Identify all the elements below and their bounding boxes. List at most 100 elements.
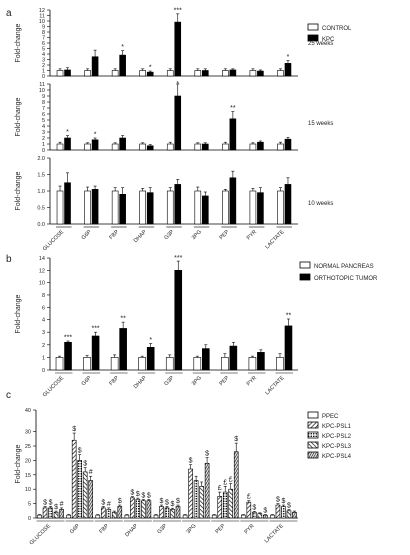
y-tick-label-a15-3: 3 bbox=[42, 130, 45, 136]
sig-a25-3: * bbox=[149, 65, 152, 72]
bar-a25-4-1 bbox=[174, 21, 182, 77]
bar-b-6-0 bbox=[221, 357, 229, 371]
sig-b-1: *** bbox=[91, 326, 99, 333]
bar-a25-7-1 bbox=[257, 70, 264, 77]
bar-a15-3-0 bbox=[139, 143, 146, 151]
y-tick-label-b-5: 6 bbox=[42, 305, 45, 311]
y-tick-label-a15-5: 5 bbox=[42, 118, 45, 124]
bar-c-0-0 bbox=[37, 514, 42, 519]
bar-a10-6-1 bbox=[229, 177, 237, 225]
sig-c-2-2: # bbox=[107, 501, 111, 508]
sig-c-3-4: $ bbox=[147, 493, 151, 500]
sig-c-0-2: $ bbox=[49, 499, 53, 506]
bar-c-7-0 bbox=[241, 514, 246, 519]
sig-c-1-1: $ bbox=[72, 426, 76, 433]
y-tick-label-a10-1: 0.5 bbox=[37, 206, 45, 212]
sig-c-6-3: £ bbox=[229, 476, 233, 483]
y-tick-label-a15-9: 9 bbox=[42, 94, 45, 100]
category-label-b-0: GLUCOSE bbox=[42, 375, 65, 398]
y-tick-label-c-6: 30 bbox=[25, 430, 31, 436]
y-tick-label-a15-4: 4 bbox=[42, 124, 45, 130]
sig-c-7-1: £ bbox=[247, 494, 251, 501]
legend-c-swatch-0 bbox=[307, 411, 319, 419]
y-tick-label-b-4: 4 bbox=[42, 318, 45, 324]
sig-c-7-4: $ bbox=[263, 508, 267, 515]
bar-b-3-1 bbox=[146, 347, 155, 371]
bar-a25-3-0 bbox=[139, 70, 146, 77]
category-label-b-3: DHAP bbox=[133, 375, 148, 390]
y-tick-label-a25-5: 5 bbox=[42, 47, 45, 53]
bar-b-2-1 bbox=[119, 328, 127, 371]
bar-c-2-4 bbox=[117, 506, 123, 519]
bar-b-7-0 bbox=[248, 357, 257, 371]
bar-a25-8-0 bbox=[277, 70, 284, 77]
bar-c-0-2 bbox=[48, 507, 53, 519]
bar-c-5-2 bbox=[193, 480, 199, 519]
bar-c-4-3 bbox=[170, 509, 175, 519]
y-tick-label-c-4: 20 bbox=[25, 458, 31, 464]
bar-a10-3-0 bbox=[139, 190, 146, 225]
sig-a15-1: * bbox=[94, 132, 97, 139]
y-tick-label-a15-7: 7 bbox=[42, 106, 45, 112]
y-tick-label-a15-2: 2 bbox=[42, 136, 45, 142]
bar-a15-6-1 bbox=[229, 118, 237, 151]
bar-a25-4-0 bbox=[166, 70, 174, 77]
bar-a15-1-0 bbox=[84, 143, 91, 151]
category-label-a10-5: 3PG bbox=[191, 229, 203, 241]
sig-c-1-4: # bbox=[89, 469, 93, 476]
bar-a10-2-1 bbox=[119, 194, 126, 225]
bar-a10-0-1 bbox=[64, 182, 71, 225]
bar-a25-8-1 bbox=[284, 63, 292, 77]
bar-a10-1-0 bbox=[84, 190, 91, 225]
bar-a15-2-0 bbox=[111, 143, 119, 151]
category-label-c-3: DHAP bbox=[124, 523, 139, 538]
bar-a10-0-0 bbox=[56, 190, 64, 225]
y-tick-label-a25-3: 3 bbox=[42, 58, 45, 64]
category-label-b-5: 3PG bbox=[191, 375, 203, 387]
bar-c-3-2 bbox=[135, 498, 141, 519]
bar-c-5-3 bbox=[199, 486, 204, 519]
bar-c-3-3 bbox=[141, 500, 146, 519]
y-tick-label-b-7: 10 bbox=[39, 281, 45, 287]
legend-a-swatch-control bbox=[307, 23, 319, 31]
legend-a-label-control: CONTROL bbox=[322, 26, 352, 32]
category-label-b-2: FBP bbox=[108, 375, 120, 387]
legend-b-label-tumor: ORTHOTOPIC TUMOR bbox=[314, 276, 378, 282]
bar-c-8-1 bbox=[275, 504, 281, 519]
category-label-b-8: LACTATE bbox=[264, 375, 285, 396]
category-label-c-8: LACTATE bbox=[264, 523, 285, 544]
y-tick-label-a25-12: 12 bbox=[39, 8, 45, 14]
bar-a25-5-0 bbox=[194, 70, 202, 77]
bar-c-1-3 bbox=[82, 471, 88, 519]
bar-a25-0-0 bbox=[56, 70, 64, 77]
legend-a-swatch-kpc bbox=[307, 34, 319, 42]
category-label-b-6: PEP bbox=[218, 375, 230, 387]
panel-letter-a: a bbox=[6, 8, 12, 19]
bar-c-5-1 bbox=[188, 468, 193, 519]
y-tick-label-b-6: 8 bbox=[42, 293, 45, 299]
bar-b-3-0 bbox=[138, 357, 146, 371]
chart-b: 0123468101214Fold-change***GLUCOSE***G6P… bbox=[15, 255, 298, 398]
category-label-c-6: PEP bbox=[215, 523, 227, 535]
bar-b-1-0 bbox=[83, 357, 91, 371]
y-tick-label-c-0: 0 bbox=[28, 516, 31, 522]
category-label-a10-2: FBP bbox=[108, 229, 120, 241]
chart-a10: 0.0 0.5 1.0 1.5 2.0 Fold-change 10 weeks GLUCOS… bbox=[15, 156, 333, 252]
bar-c-6-2 bbox=[222, 491, 228, 519]
sig-b-3: * bbox=[149, 337, 152, 344]
legend-c-label-0: PPEC bbox=[322, 414, 339, 420]
bar-c-6-0 bbox=[211, 514, 217, 519]
sig-a25-2: * bbox=[121, 44, 124, 51]
sig-a15-0: * bbox=[66, 129, 69, 136]
y-tick-label-c-1: 5 bbox=[28, 502, 31, 508]
y-label-c: Fold-change bbox=[15, 444, 22, 483]
y-tick-label-a25-2: 2 bbox=[42, 63, 45, 69]
y-tick-label-a10-3: 1.5 bbox=[37, 173, 45, 179]
bar-a15-3-1 bbox=[146, 145, 154, 151]
bar-a25-5-1 bbox=[202, 70, 209, 77]
category-label-a10-6: PEP bbox=[218, 229, 230, 241]
bar-b-7-1 bbox=[257, 352, 265, 371]
y-tick-label-a10-0: 0.0 bbox=[37, 222, 45, 228]
sig-c-7-2: $ bbox=[252, 504, 256, 511]
